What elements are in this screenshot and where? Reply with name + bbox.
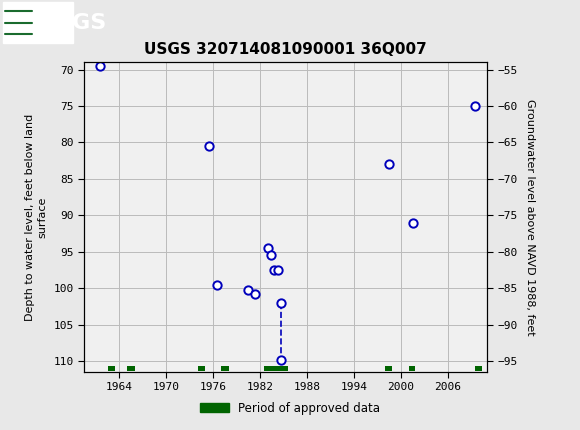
FancyBboxPatch shape — [3, 2, 72, 43]
Y-axis label: Depth to water level, feet below land
surface: Depth to water level, feet below land su… — [25, 114, 48, 321]
Title: USGS 320714081090001 36Q007: USGS 320714081090001 36Q007 — [144, 42, 427, 57]
Y-axis label: Groundwater level above NAVD 1988, feet: Groundwater level above NAVD 1988, feet — [525, 99, 535, 335]
Bar — [476, 366, 482, 371]
Bar — [386, 366, 392, 371]
Bar — [127, 366, 135, 371]
Text: USGS: USGS — [38, 12, 106, 33]
Bar — [264, 366, 288, 371]
Bar — [107, 366, 115, 371]
Bar — [198, 366, 205, 371]
Legend: Period of approved data: Period of approved data — [195, 397, 385, 420]
Bar — [221, 366, 229, 371]
Bar — [409, 366, 415, 371]
